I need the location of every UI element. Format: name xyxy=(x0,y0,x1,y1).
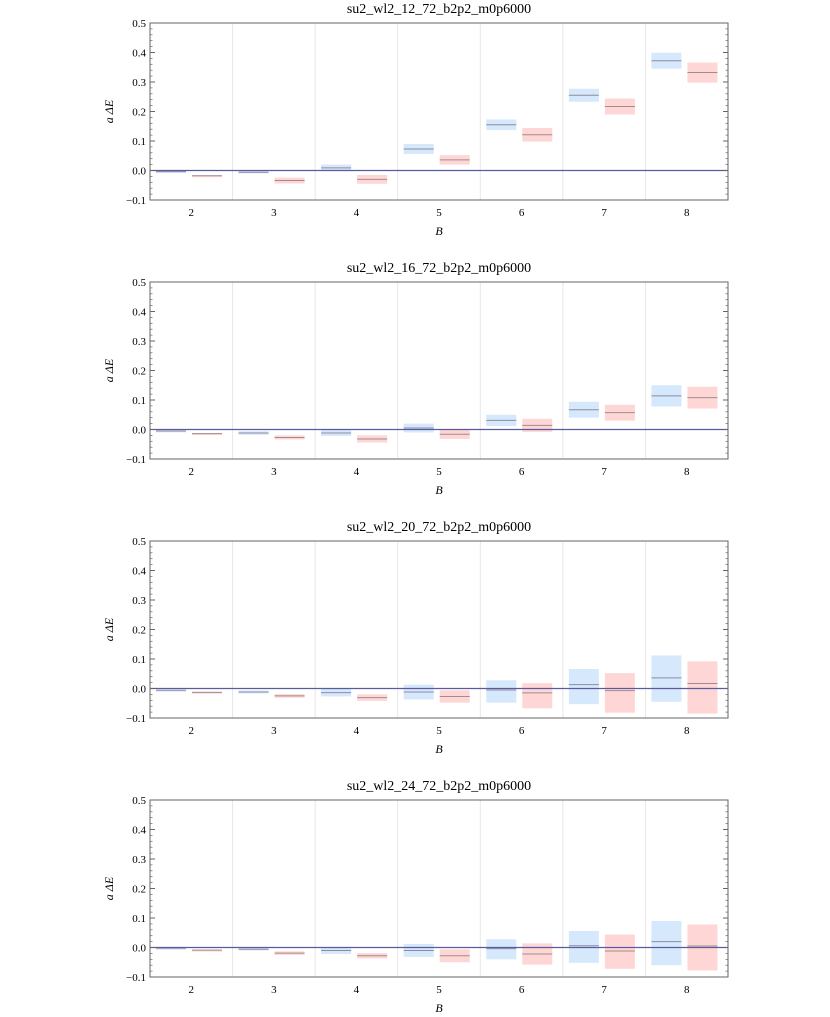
x-tick-label: 6 xyxy=(519,984,525,996)
x-tick-label: 6 xyxy=(519,725,525,737)
x-tick-label: 3 xyxy=(271,466,277,478)
y-tick-label: 0.0 xyxy=(132,684,146,696)
interval-box-red xyxy=(604,673,635,713)
x-tick-label: 2 xyxy=(189,466,195,478)
interval-box-red xyxy=(687,661,718,714)
interval-box-blue xyxy=(156,947,186,950)
x-tick-label: 8 xyxy=(684,725,690,737)
y-tick-label: 0.2 xyxy=(132,884,146,896)
x-tick-label: 7 xyxy=(601,984,607,996)
x-axis-label: B xyxy=(435,224,443,238)
y-tick-label: 0.4 xyxy=(132,48,146,60)
plot-frame xyxy=(149,540,729,719)
x-tick-label: 6 xyxy=(519,207,525,219)
interval-box-red xyxy=(604,934,635,969)
chart-title: su2_wl2_12_72_b2p2_m0p6000 xyxy=(347,2,531,17)
y-tick-label: 0.3 xyxy=(132,854,146,866)
y-tick-label: 0.3 xyxy=(132,595,146,607)
x-tick-label: 2 xyxy=(189,984,195,996)
y-tick-label: 0.0 xyxy=(132,166,146,178)
plot-frame xyxy=(149,22,729,201)
x-tick-label: 5 xyxy=(436,984,442,996)
y-tick-label: 0.4 xyxy=(132,566,146,578)
y-tick-label: 0.4 xyxy=(132,307,146,319)
x-axis-label: B xyxy=(435,483,443,497)
interval-box-blue xyxy=(568,669,599,705)
x-tick-label: 8 xyxy=(684,984,690,996)
interval-box-blue xyxy=(651,655,682,702)
y-tick-label: 0.3 xyxy=(132,77,146,89)
y-tick-label: 0.5 xyxy=(132,795,146,807)
y-tick-label: 0.2 xyxy=(132,366,146,378)
y-axis-label: a ΔE xyxy=(102,876,116,900)
y-tick-label: −0.1 xyxy=(126,972,146,984)
x-tick-label: 4 xyxy=(354,207,360,219)
interval-box-blue xyxy=(486,680,517,703)
y-tick-label: 0.5 xyxy=(132,536,146,548)
x-tick-label: 4 xyxy=(354,466,360,478)
x-tick-label: 3 xyxy=(271,984,277,996)
x-tick-label: 7 xyxy=(601,466,607,478)
chart-title: su2_wl2_20_72_b2p2_m0p6000 xyxy=(347,520,531,535)
y-tick-label: −0.1 xyxy=(126,454,146,466)
y-axis-label: a ΔE xyxy=(102,617,116,641)
chart-title: su2_wl2_24_72_b2p2_m0p6000 xyxy=(347,779,531,794)
chart-panel-1: su2_wl2_12_72_b2p2_m0p6000 2 3 4 5 6 7 8 0.5 0.4 0… xyxy=(102,2,729,238)
y-tick-label: 0.0 xyxy=(132,943,146,955)
chart-panel-3: su2_wl2_20_72_b2p2_m0p6000 2 3 4 5 6 7 8 0.5 0.4 0… xyxy=(102,520,729,756)
interval-box-blue xyxy=(486,939,517,960)
y-tick-label: 0.3 xyxy=(132,336,146,348)
plot-frame xyxy=(149,281,729,460)
x-tick-label: 3 xyxy=(271,207,277,219)
y-tick-label: −0.1 xyxy=(126,195,146,207)
x-tick-label: 5 xyxy=(436,725,442,737)
y-tick-label: 0.0 xyxy=(132,425,146,437)
x-tick-label: 3 xyxy=(271,725,277,737)
x-tick-label: 5 xyxy=(436,466,442,478)
chart-title: su2_wl2_16_72_b2p2_m0p6000 xyxy=(347,261,531,276)
x-axis-label: B xyxy=(435,1001,443,1015)
plot-frame xyxy=(149,799,729,978)
y-tick-label: 0.1 xyxy=(132,395,146,407)
x-axis-label: B xyxy=(435,742,443,756)
y-tick-label: −0.1 xyxy=(126,713,146,725)
y-axis-label: a ΔE xyxy=(102,358,116,382)
y-tick-label: 0.5 xyxy=(132,18,146,30)
y-tick-label: 0.5 xyxy=(132,277,146,289)
x-tick-label: 2 xyxy=(189,725,195,737)
x-tick-label: 5 xyxy=(436,207,442,219)
interval-box-red xyxy=(522,683,553,709)
interval-box-blue xyxy=(651,920,682,966)
y-tick-label: 0.2 xyxy=(132,107,146,119)
y-tick-label: 0.1 xyxy=(132,913,146,925)
chart-panel-2: su2_wl2_16_72_b2p2_m0p6000 2 3 4 5 6 7 8 0.5 0.4 0… xyxy=(102,261,729,497)
x-tick-label: 8 xyxy=(684,207,690,219)
x-tick-label: 2 xyxy=(189,207,195,219)
y-tick-label: 0.1 xyxy=(132,654,146,666)
x-tick-label: 4 xyxy=(354,725,360,737)
chart-panel-4: su2_wl2_24_72_b2p2_m0p6000 2 3 4 5 6 7 8 0.5 0.4 0… xyxy=(102,779,729,1015)
x-tick-label: 7 xyxy=(601,207,607,219)
x-tick-label: 4 xyxy=(354,984,360,996)
y-tick-label: 0.2 xyxy=(132,625,146,637)
y-tick-label: 0.4 xyxy=(132,825,146,837)
x-tick-label: 7 xyxy=(601,725,607,737)
y-tick-label: 0.1 xyxy=(132,136,146,148)
x-tick-label: 6 xyxy=(519,466,525,478)
x-tick-label: 8 xyxy=(684,466,690,478)
y-axis-label: a ΔE xyxy=(102,99,116,123)
